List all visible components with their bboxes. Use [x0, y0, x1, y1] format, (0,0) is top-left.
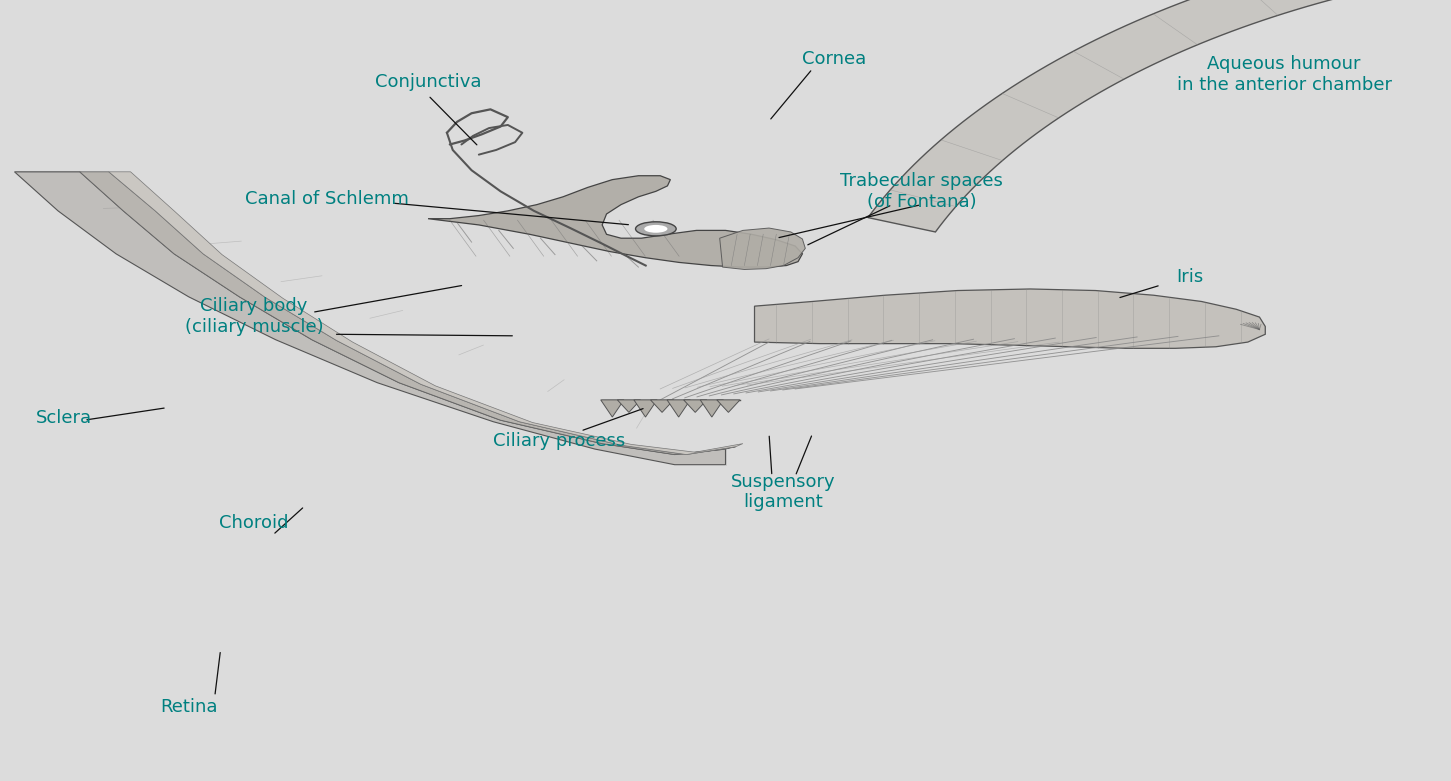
Polygon shape: [701, 400, 724, 417]
Polygon shape: [755, 289, 1265, 348]
Polygon shape: [634, 400, 657, 417]
Polygon shape: [868, 0, 1451, 232]
Text: Iris: Iris: [1177, 268, 1203, 287]
Text: Ciliary body
(ciliary muscle): Ciliary body (ciliary muscle): [184, 297, 324, 336]
Text: Conjunctiva: Conjunctiva: [374, 73, 482, 91]
Ellipse shape: [636, 222, 676, 236]
Text: Ciliary process: Ciliary process: [492, 432, 625, 451]
Polygon shape: [428, 176, 802, 267]
Text: Retina: Retina: [160, 697, 218, 716]
Polygon shape: [109, 172, 743, 455]
Text: Sclera: Sclera: [36, 408, 93, 427]
Text: Cornea: Cornea: [802, 49, 866, 68]
Polygon shape: [720, 228, 805, 269]
Polygon shape: [80, 172, 736, 455]
Polygon shape: [650, 400, 673, 412]
Text: Aqueous humour
in the anterior chamber: Aqueous humour in the anterior chamber: [1177, 55, 1392, 94]
Polygon shape: [617, 400, 640, 412]
Ellipse shape: [644, 225, 667, 233]
Text: Choroid: Choroid: [219, 514, 289, 533]
Polygon shape: [683, 400, 707, 412]
Text: Trabecular spaces
(of Fontana): Trabecular spaces (of Fontana): [840, 172, 1003, 211]
Polygon shape: [601, 400, 624, 417]
Text: Canal of Schlemm: Canal of Schlemm: [245, 190, 408, 209]
Text: Suspensory
ligament: Suspensory ligament: [731, 473, 836, 512]
Polygon shape: [15, 172, 726, 465]
Polygon shape: [667, 400, 691, 417]
Polygon shape: [717, 400, 740, 412]
